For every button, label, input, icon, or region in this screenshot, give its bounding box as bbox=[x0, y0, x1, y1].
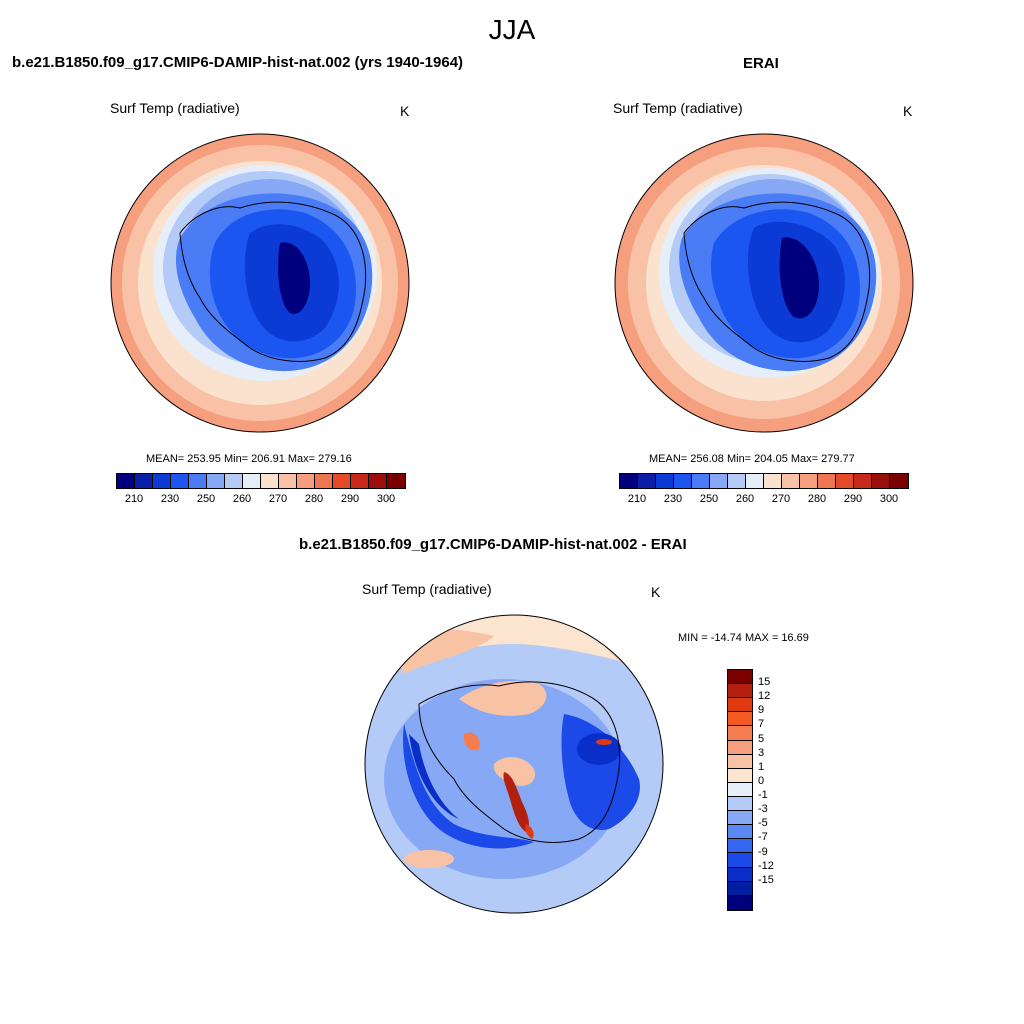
colorbar-tick-label: 9 bbox=[758, 704, 765, 717]
diff-panel-title: b.e21.B1850.f09_g17.CMIP6-DAMIP-hist-nat… bbox=[299, 536, 687, 553]
obs-units-label: K bbox=[903, 103, 913, 119]
figure-title: JJA bbox=[488, 14, 536, 45]
colorbar-tick-label: -9 bbox=[758, 845, 768, 858]
colorbar-tick-label: 280 bbox=[807, 493, 827, 505]
colorbar-tick-label: -7 bbox=[758, 831, 768, 844]
colorbar-swatch bbox=[728, 839, 752, 854]
diff-units-label: K bbox=[651, 584, 661, 600]
model-variable-label: Surf Temp (radiative) bbox=[110, 100, 240, 116]
colorbar-swatch bbox=[728, 881, 752, 896]
colorbar-tick-label: 230 bbox=[160, 493, 180, 505]
model-colorbar bbox=[116, 473, 406, 489]
colorbar-swatch bbox=[387, 474, 405, 488]
colorbar-swatch bbox=[872, 474, 890, 488]
colorbar-swatch bbox=[800, 474, 818, 488]
colorbar-swatch bbox=[225, 474, 243, 488]
diff-colorbar bbox=[727, 669, 753, 911]
colorbar-swatch bbox=[728, 796, 752, 812]
colorbar-swatch bbox=[728, 754, 752, 769]
obs-panel-title: ERAI bbox=[743, 55, 779, 72]
colorbar-swatch bbox=[315, 474, 333, 488]
colorbar-tick-label: 230 bbox=[663, 493, 683, 505]
colorbar-tick-label: 270 bbox=[771, 493, 791, 505]
colorbar-tick-label: 210 bbox=[124, 493, 144, 505]
colorbar-swatch bbox=[728, 825, 752, 840]
colorbar-swatch bbox=[728, 684, 752, 699]
colorbar-swatch bbox=[728, 853, 752, 868]
colorbar-swatch bbox=[728, 895, 752, 910]
colorbar-swatch bbox=[728, 782, 752, 797]
colorbar-swatch bbox=[692, 474, 710, 488]
colorbar-swatch bbox=[261, 474, 279, 488]
colorbar-swatch bbox=[189, 474, 207, 488]
colorbar-tick-label: 280 bbox=[304, 493, 324, 505]
model-polar-map bbox=[110, 133, 410, 433]
diff-polar-map bbox=[364, 614, 664, 914]
obs-polar-map bbox=[614, 133, 914, 433]
colorbar-tick-label: -3 bbox=[758, 803, 768, 816]
colorbar-swatch bbox=[854, 474, 872, 488]
colorbar-tick-label: 300 bbox=[879, 493, 899, 505]
colorbar-tick-label: 3 bbox=[758, 746, 765, 759]
colorbar-swatch bbox=[243, 474, 261, 488]
colorbar-tick-label: -1 bbox=[758, 789, 768, 802]
colorbar-swatch bbox=[656, 474, 674, 488]
colorbar-swatch bbox=[620, 474, 638, 488]
colorbar-tick-label: 210 bbox=[627, 493, 647, 505]
obs-colorbar bbox=[619, 473, 909, 489]
colorbar-swatch bbox=[890, 474, 908, 488]
colorbar-tick-label: 250 bbox=[196, 493, 216, 505]
colorbar-swatch bbox=[369, 474, 387, 488]
colorbar-tick-label: 250 bbox=[699, 493, 719, 505]
colorbar-tick-label: -15 bbox=[758, 873, 774, 886]
colorbar-swatch bbox=[674, 474, 692, 488]
colorbar-swatch bbox=[746, 474, 764, 488]
colorbar-swatch bbox=[728, 740, 752, 755]
colorbar-tick-label: 260 bbox=[735, 493, 755, 505]
colorbar-swatch bbox=[117, 474, 135, 488]
colorbar-swatch bbox=[728, 726, 752, 741]
colorbar-swatch bbox=[351, 474, 369, 488]
colorbar-tick-label: 290 bbox=[340, 493, 360, 505]
colorbar-tick-label: 260 bbox=[232, 493, 252, 505]
colorbar-swatch bbox=[279, 474, 297, 488]
colorbar-swatch bbox=[297, 474, 315, 488]
model-stats: MEAN= 253.95 Min= 206.91 Max= 279.16 bbox=[146, 453, 352, 465]
colorbar-tick-label: -5 bbox=[758, 817, 768, 830]
colorbar-swatch bbox=[728, 698, 752, 713]
colorbar-swatch bbox=[171, 474, 189, 488]
colorbar-swatch bbox=[153, 474, 171, 488]
colorbar-tick-label: 0 bbox=[758, 774, 765, 787]
colorbar-swatch bbox=[728, 712, 752, 727]
colorbar-tick-label: 270 bbox=[268, 493, 288, 505]
diff-variable-label: Surf Temp (radiative) bbox=[362, 581, 492, 597]
colorbar-swatch bbox=[638, 474, 656, 488]
obs-stats: MEAN= 256.08 Min= 204.05 Max= 279.77 bbox=[649, 453, 855, 465]
colorbar-swatch bbox=[728, 867, 752, 882]
colorbar-tick-label: 12 bbox=[758, 690, 771, 703]
colorbar-tick-label: 15 bbox=[758, 676, 771, 689]
colorbar-swatch bbox=[836, 474, 854, 488]
diff-stats: MIN = -14.74 MAX = 16.69 bbox=[678, 632, 809, 644]
model-panel-title: b.e21.B1850.f09_g17.CMIP6-DAMIP-hist-nat… bbox=[12, 54, 464, 71]
colorbar-swatch bbox=[728, 474, 746, 488]
colorbar-tick-label: -12 bbox=[758, 859, 774, 872]
colorbar-swatch bbox=[728, 670, 752, 685]
colorbar-swatch bbox=[818, 474, 836, 488]
colorbar-swatch bbox=[207, 474, 225, 488]
colorbar-swatch bbox=[728, 768, 752, 783]
model-units-label: K bbox=[400, 103, 410, 119]
colorbar-swatch bbox=[333, 474, 351, 488]
colorbar-tick-label: 1 bbox=[758, 760, 765, 773]
colorbar-swatch bbox=[135, 474, 153, 488]
colorbar-swatch bbox=[764, 474, 782, 488]
colorbar-tick-label: 7 bbox=[758, 718, 765, 731]
colorbar-swatch bbox=[710, 474, 728, 488]
colorbar-swatch bbox=[728, 811, 752, 826]
colorbar-tick-label: 300 bbox=[376, 493, 396, 505]
obs-variable-label: Surf Temp (radiative) bbox=[613, 100, 743, 116]
colorbar-tick-label: 5 bbox=[758, 732, 765, 745]
colorbar-tick-label: 290 bbox=[843, 493, 863, 505]
colorbar-swatch bbox=[782, 474, 800, 488]
